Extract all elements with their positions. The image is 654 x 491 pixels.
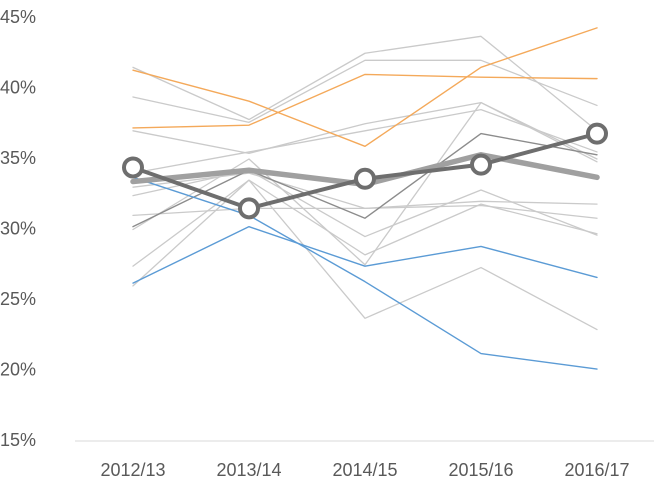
series-line: [132, 169, 598, 238]
y-tick-label: 40%: [0, 77, 36, 97]
series-line: [132, 101, 598, 160]
point-marker: [238, 197, 260, 220]
y-tick-label: 15%: [0, 430, 36, 450]
series-line: [132, 73, 598, 129]
series-line: [132, 179, 598, 267]
point-marker: [122, 156, 144, 179]
point-marker: [586, 122, 608, 145]
x-tick-label: 2014/15: [332, 460, 397, 480]
series-line: [132, 179, 598, 331]
y-tick-label: 30%: [0, 218, 36, 238]
series-line: [132, 176, 598, 370]
x-tick-label: 2015/16: [448, 460, 513, 480]
x-tick-label: 2016/17: [564, 460, 629, 480]
point-marker: [470, 153, 492, 176]
y-tick-label: 20%: [0, 359, 36, 379]
series-line: [132, 27, 598, 148]
series-line: [132, 59, 598, 123]
y-tick-label: 35%: [0, 148, 36, 168]
series-line: [132, 132, 598, 228]
point-marker: [354, 167, 376, 190]
series-line: [132, 101, 598, 266]
y-tick-label: 25%: [0, 289, 36, 309]
series-line: [132, 109, 598, 174]
x-tick-label: 2013/14: [216, 460, 281, 480]
series-line: [132, 35, 598, 132]
x-tick-label: 2012/13: [100, 460, 165, 480]
series-line: [132, 204, 598, 219]
y-tick-label: 45%: [0, 7, 36, 27]
series-line: [132, 225, 598, 284]
